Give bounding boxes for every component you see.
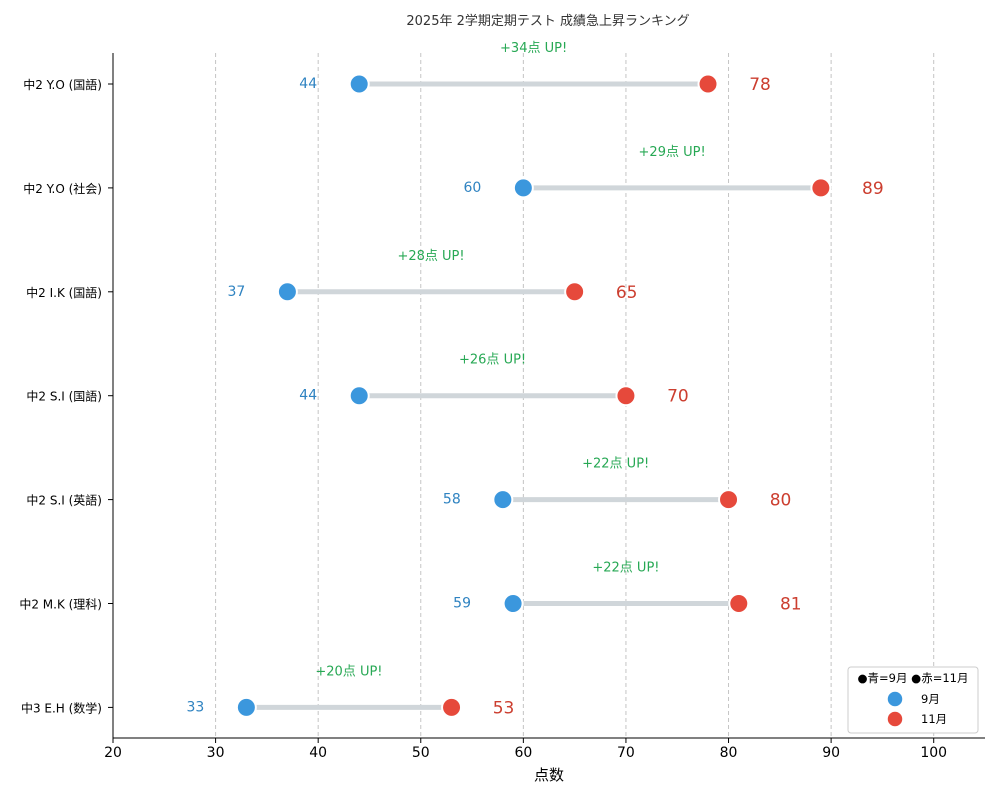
after-value-label: 65 (616, 283, 638, 303)
gain-label: +20点 UP! (315, 664, 382, 679)
data-rows: 中2 Y.O (国語) 44 78 +34点 UP! 中2 Y.O (社会) 60 89 +2… (19, 41, 883, 718)
before-value-label: 58 (443, 492, 461, 508)
after-point (615, 385, 637, 407)
after-point (564, 281, 586, 303)
legend-marker-after (886, 710, 904, 728)
after-point (441, 696, 463, 718)
gain-label: +34点 UP! (500, 41, 567, 56)
before-value-label: 44 (299, 388, 317, 404)
gain-label: +28点 UP! (397, 249, 464, 264)
before-point (348, 73, 370, 95)
legend-label: 11月 (921, 712, 947, 726)
y-tick-label: 中2 Y.O (国語) (23, 77, 102, 92)
grid (215, 53, 935, 738)
y-tick-label: 中2 S.I (英語) (26, 493, 102, 508)
x-tick-label: 90 (822, 745, 840, 761)
after-value-label: 53 (493, 698, 515, 718)
before-value-label: 37 (227, 284, 245, 300)
dumbbell-row: 中2 Y.O (国語) 44 78 +34点 UP! (23, 41, 771, 95)
x-tick-label: 100 (920, 745, 947, 761)
chart-title: 2025年 2学期定期テスト 成績急上昇ランキング (406, 13, 689, 29)
x-tick-label: 80 (720, 745, 738, 761)
after-point (810, 177, 832, 199)
x-axis-label: 点数 (534, 766, 564, 784)
y-tick-label: 中2 I.K (国語) (26, 285, 102, 300)
before-point (502, 593, 524, 614)
dumbbell-row: 中2 Y.O (社会) 60 89 +29点 UP! (23, 145, 883, 199)
gain-label: +29点 UP! (639, 145, 706, 160)
after-value-label: 89 (862, 179, 884, 199)
after-value-label: 70 (667, 387, 689, 407)
after-value-label: 80 (770, 491, 792, 511)
legend-label: 9月 (921, 692, 940, 706)
dumbbell-row: 中2 M.K (理科) 59 81 +22点 UP! (19, 561, 801, 615)
legend: ●青=9月 ●赤=11月 9月 11月 (847, 666, 979, 734)
before-point (235, 696, 257, 718)
x-tick-label: 60 (514, 745, 532, 761)
after-value-label: 81 (780, 595, 802, 615)
x-tick-label: 30 (207, 745, 225, 761)
before-value-label: 59 (453, 596, 471, 612)
gain-label: +26点 UP! (459, 353, 526, 368)
legend-marker-before (886, 690, 904, 708)
before-value-label: 33 (186, 699, 204, 715)
dumbbell-row: 中3 E.H (数学) 33 53 +20点 UP! (21, 664, 514, 718)
after-point (718, 489, 740, 511)
after-value-label: 78 (749, 75, 771, 95)
y-tick-label: 中2 S.I (国語) (26, 389, 102, 404)
x-tick-label: 70 (617, 745, 635, 761)
x-tick-label: 40 (309, 745, 327, 761)
before-value-label: 44 (299, 76, 317, 92)
dumbbell-row: 中2 S.I (国語) 44 70 +26点 UP! (26, 353, 688, 407)
axes: 20 30 40 50 60 70 80 90 100 (104, 53, 985, 761)
y-tick-label: 中2 M.K (理科) (19, 597, 102, 612)
gain-label: +22点 UP! (592, 561, 659, 576)
gain-label: +22点 UP! (582, 457, 649, 472)
x-tick-label: 20 (104, 745, 122, 761)
legend-title: ●青=9月 ●赤=11月 (858, 671, 969, 685)
dumbbell-row: 中2 I.K (国語) 37 65 +28点 UP! (26, 249, 637, 303)
after-point (697, 73, 719, 95)
after-point (728, 593, 750, 614)
before-point (276, 281, 298, 303)
dumbbell-row: 中2 S.I (英語) 58 80 +22点 UP! (26, 457, 791, 511)
y-tick-label: 中3 E.H (数学) (21, 700, 102, 715)
x-tick-label: 50 (412, 745, 430, 761)
before-value-label: 60 (463, 180, 481, 196)
legend-box (847, 666, 979, 734)
y-tick-label: 中2 Y.O (社会) (23, 181, 102, 196)
before-point (492, 489, 514, 511)
before-point (348, 385, 370, 407)
before-point (512, 177, 534, 199)
